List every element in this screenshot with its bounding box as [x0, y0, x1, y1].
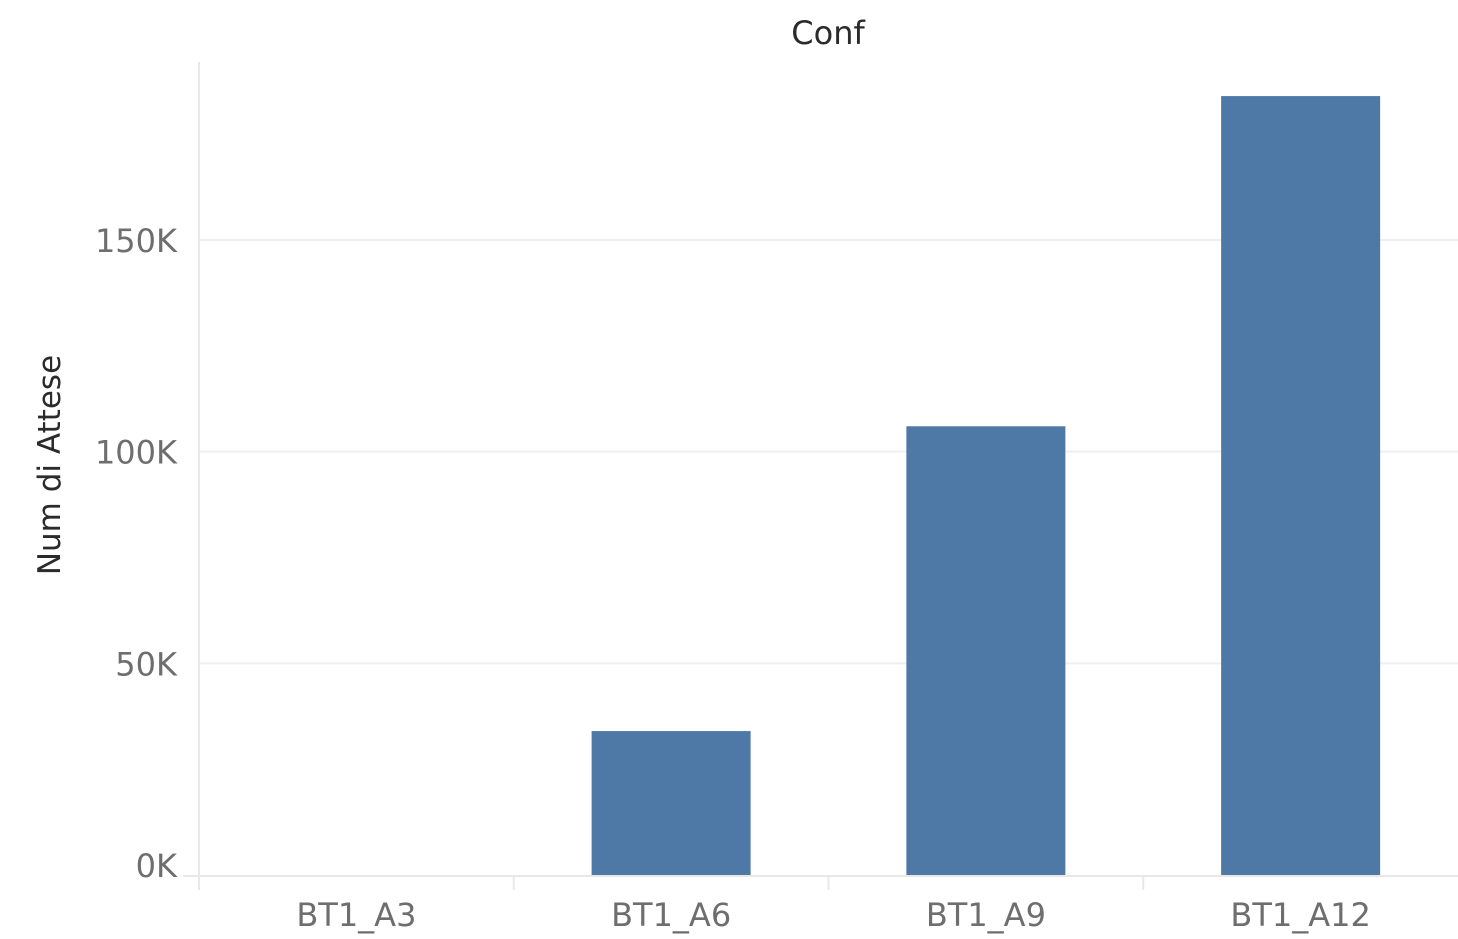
bar-bt1_a9[interactable] [906, 426, 1066, 875]
y-tick-label: 50K [115, 645, 178, 683]
x-tick-label: BT1_A6 [611, 896, 731, 934]
y-tick-label: 100K [95, 434, 178, 472]
y-tick-labels: 0K 50K 100K 150K [95, 222, 178, 885]
chart-title: Conf [791, 14, 865, 52]
x-tick-label: BT1_A12 [1230, 896, 1370, 934]
bar-bt1_a6[interactable] [591, 731, 751, 875]
axes [183, 62, 1458, 890]
y-tick-label: 150K [95, 222, 178, 260]
x-tick-label: BT1_A3 [296, 896, 416, 934]
bars [591, 96, 1381, 876]
y-tick-label: 0K [136, 847, 178, 885]
x-tick-labels: BT1_A3 BT1_A6 BT1_A9 BT1_A12 [296, 896, 1371, 934]
y-axis-label: Num di Attese [32, 355, 68, 575]
bar-bt1_a12[interactable] [1221, 96, 1381, 876]
x-tick-label: BT1_A9 [926, 896, 1046, 934]
